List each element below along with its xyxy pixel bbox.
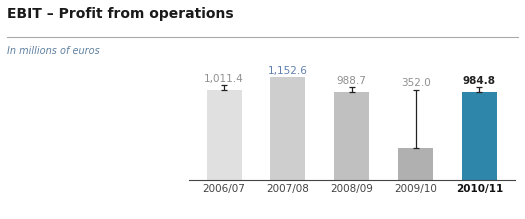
Bar <box>462 92 497 180</box>
Text: 1,152.6: 1,152.6 <box>268 65 308 76</box>
Text: 984.8: 984.8 <box>463 76 496 86</box>
Text: 1,011.4: 1,011.4 <box>204 74 244 84</box>
Text: EBIT – Profit from operations: EBIT – Profit from operations <box>7 7 234 21</box>
Bar <box>334 92 369 180</box>
Text: 352.0: 352.0 <box>401 78 430 88</box>
Bar <box>270 77 306 180</box>
Bar <box>398 148 433 180</box>
Bar <box>206 90 242 180</box>
Text: In millions of euros: In millions of euros <box>7 46 100 56</box>
Text: 988.7: 988.7 <box>337 76 366 86</box>
